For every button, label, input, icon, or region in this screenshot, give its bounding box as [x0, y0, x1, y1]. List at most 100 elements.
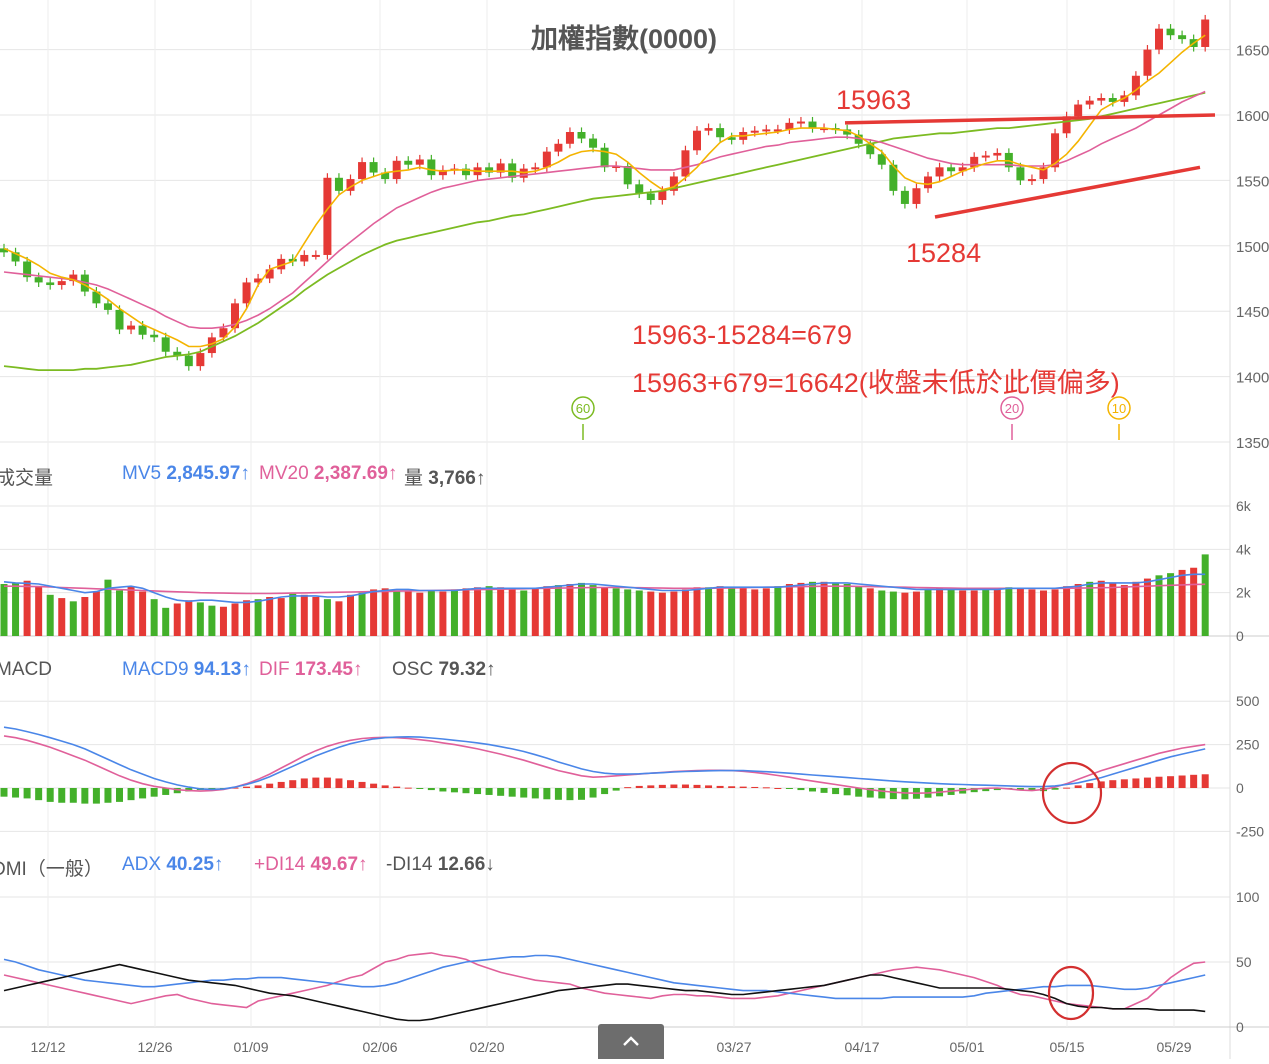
volume-bar — [670, 591, 678, 636]
volume-bar — [866, 588, 874, 636]
candle-body — [796, 121, 805, 124]
price-y-tick-label: 13500 — [1236, 435, 1269, 452]
osc-bar — [1155, 776, 1163, 788]
candle-body — [681, 150, 690, 177]
candle-body — [103, 303, 112, 310]
volume-bar — [785, 583, 793, 636]
osc-bar — [578, 788, 585, 800]
volume-bar — [901, 592, 909, 636]
osc-bar — [1016, 788, 1024, 790]
osc-bar — [809, 788, 816, 792]
candle-body — [173, 351, 182, 356]
volume-bar — [1120, 585, 1128, 636]
volume-bar — [335, 601, 343, 636]
candle-body — [727, 137, 736, 140]
osc-bar — [150, 788, 158, 797]
volume-bar — [716, 586, 724, 636]
volume-bar — [439, 591, 447, 636]
osc-bar — [520, 788, 528, 798]
osc-bar — [173, 788, 181, 794]
osc-bar — [785, 788, 793, 789]
mv5-label: MV5 — [122, 463, 162, 484]
candle-body — [219, 328, 228, 338]
candle-body — [254, 278, 263, 283]
candle-body — [1027, 179, 1036, 182]
osc-bar — [474, 788, 482, 795]
candle-body — [993, 152, 1002, 156]
volume-y-tick-label: 6k — [1236, 498, 1252, 514]
volume-bar — [797, 582, 805, 636]
osc-bar — [289, 780, 297, 788]
osc-bar — [531, 788, 539, 799]
candle-body — [1155, 28, 1163, 50]
volume-bar — [116, 590, 123, 636]
x-tick-label: 01/09 — [233, 1039, 268, 1055]
price-y-tick-label: 16500 — [1236, 43, 1269, 60]
x-tick-label: 12/12 — [30, 1039, 65, 1055]
volume-bar — [347, 594, 354, 636]
x-tick-label: 05/29 — [1156, 1039, 1191, 1055]
dmi-y-tick-label: 100 — [1236, 889, 1260, 905]
volume-bar — [81, 596, 89, 636]
osc-bar — [1143, 777, 1151, 788]
candle-body — [1108, 97, 1117, 102]
volume-bar — [832, 582, 840, 636]
high-label: 15963 — [836, 85, 911, 115]
osc-bar — [427, 788, 435, 791]
osc-label: OSC — [392, 659, 434, 680]
candle-body — [462, 168, 470, 176]
volume-bar — [474, 587, 482, 636]
volume-bar — [508, 589, 516, 636]
volume-header: 成交量 — [0, 463, 53, 490]
volume-label: 量 — [404, 468, 424, 489]
osc-bar — [508, 788, 516, 797]
osc-bar — [1051, 788, 1059, 790]
osc-bar — [92, 788, 100, 804]
osc-bar — [543, 788, 551, 800]
volume-bar — [693, 587, 701, 636]
candle-body — [635, 184, 644, 194]
volume-bar — [12, 582, 20, 636]
osc-bar — [0, 788, 8, 797]
osc-bar — [243, 786, 251, 788]
volume-bar — [681, 589, 689, 636]
volume-bar — [485, 586, 493, 636]
osc-bar — [866, 788, 874, 798]
candle-body — [947, 167, 956, 172]
candle-body — [1074, 104, 1083, 117]
candle-body — [277, 258, 286, 270]
osc-bar — [266, 783, 274, 788]
osc-bar — [69, 788, 77, 803]
low-label: 15284 — [906, 238, 981, 268]
volume-bar — [739, 588, 747, 636]
collapse-button[interactable] — [598, 1024, 664, 1059]
volume-bar — [404, 591, 412, 636]
volume-bar — [554, 585, 562, 636]
candle-body — [346, 179, 355, 191]
candle-body — [242, 282, 251, 304]
dmi-header: DMI（一般） — [0, 854, 103, 881]
candle-body — [69, 274, 78, 282]
candle-body — [589, 138, 598, 148]
candle-body — [300, 254, 309, 262]
volume-bar — [427, 590, 435, 636]
x-tick-label: 05/01 — [949, 1039, 984, 1055]
volume-bar — [1016, 588, 1024, 636]
volume-bar — [947, 589, 955, 636]
candle-body — [1097, 97, 1106, 101]
volume-bar — [1201, 554, 1209, 636]
volume-bar — [1074, 583, 1082, 636]
candle-body — [231, 303, 239, 329]
osc-bar — [566, 788, 574, 801]
candle-body — [577, 132, 586, 139]
volume-bar — [762, 588, 770, 636]
candle-body — [612, 166, 621, 169]
osc-bar — [1178, 775, 1186, 788]
mdi-legend: -DI14 12.66↓ — [386, 854, 495, 876]
volume-bar — [208, 605, 216, 636]
volume-bar — [1143, 578, 1151, 636]
support-line — [934, 165, 1201, 219]
volume-y-tick-label: 4k — [1236, 541, 1252, 557]
volume-bar — [751, 589, 759, 636]
